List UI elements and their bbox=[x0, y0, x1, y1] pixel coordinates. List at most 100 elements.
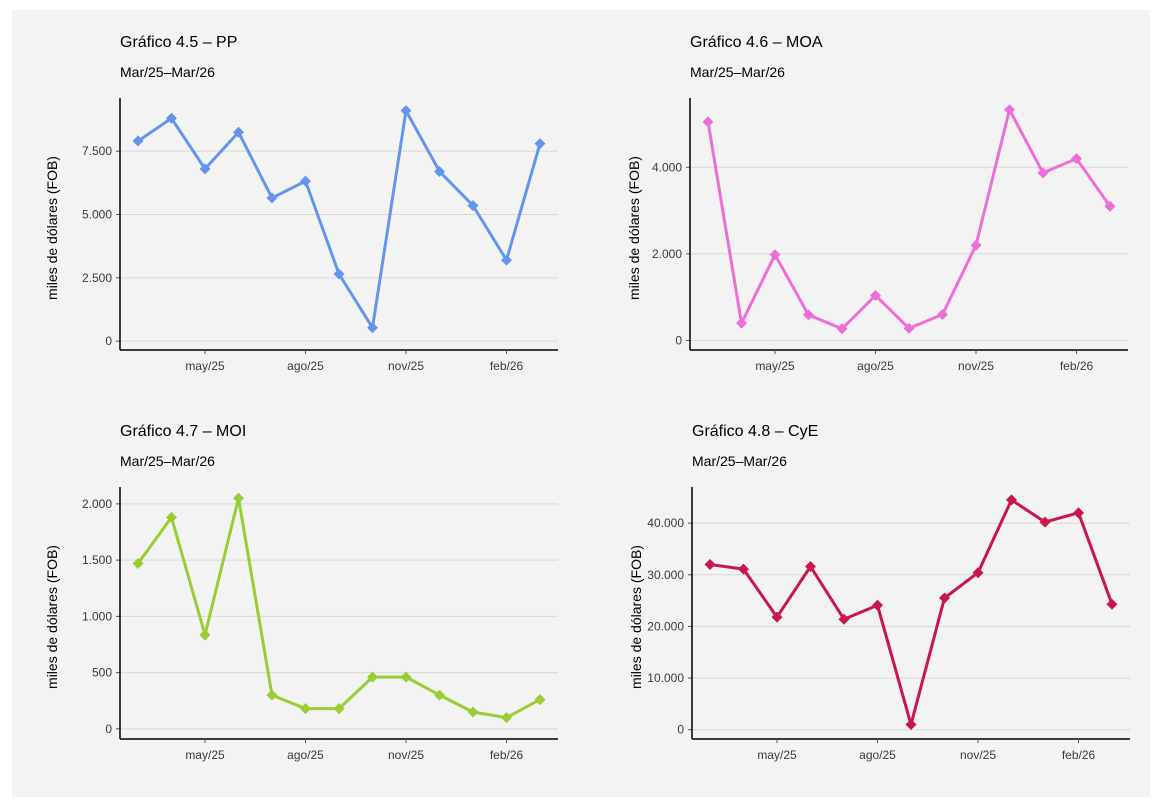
y-axis-label: miles de dólares (FOB) bbox=[44, 156, 60, 300]
series-line bbox=[137, 109, 542, 330]
data-point bbox=[132, 558, 144, 569]
x-tick-label: feb/26 bbox=[1062, 748, 1096, 762]
figure-panel: Gráfico 4.5 – PP Mar/25–Mar/26 miles de … bbox=[12, 10, 1150, 797]
data-point bbox=[937, 308, 948, 320]
data-point bbox=[367, 671, 378, 683]
x-tick-label: ago/25 bbox=[859, 748, 896, 762]
chart-title: Gráfico 4.7 – MOI bbox=[120, 423, 247, 440]
x-tick-label: ago/25 bbox=[287, 748, 324, 762]
x-tick-label: nov/25 bbox=[388, 359, 424, 373]
data-point bbox=[704, 558, 716, 570]
data-point bbox=[972, 567, 984, 579]
data-point bbox=[501, 254, 512, 266]
data-point bbox=[872, 599, 883, 611]
y-tick-label: 0 bbox=[105, 722, 112, 736]
y-tick-label: 4.000 bbox=[652, 160, 682, 174]
data-point bbox=[736, 317, 747, 329]
data-point bbox=[333, 268, 345, 280]
data-point bbox=[771, 611, 783, 623]
data-point bbox=[400, 105, 412, 117]
data-point bbox=[1073, 507, 1084, 519]
data-point bbox=[1004, 104, 1015, 116]
y-tick-label: 500 bbox=[92, 666, 112, 680]
y-axis-label: miles de dólares (FOB) bbox=[44, 545, 60, 689]
chart-cye: Gráfico 4.8 – CyE Mar/25–Mar/26 miles de… bbox=[628, 423, 1142, 773]
data-point bbox=[838, 613, 850, 625]
x-tick-label: nov/25 bbox=[958, 359, 994, 373]
data-point bbox=[1037, 167, 1049, 179]
data-point bbox=[905, 719, 917, 731]
data-point bbox=[1106, 598, 1118, 610]
x-tick-label: nov/25 bbox=[960, 748, 996, 762]
data-point bbox=[467, 200, 479, 212]
chart-svg: 0 10.000 20.000 30.000 40.000 may/25 ago/25 nov… bbox=[647, 487, 1130, 762]
data-point bbox=[434, 165, 445, 177]
y-tick-label: 0 bbox=[675, 333, 682, 347]
data-point bbox=[199, 629, 211, 641]
y-tick-label: 20.000 bbox=[647, 619, 684, 633]
data-point bbox=[501, 712, 512, 724]
data-point bbox=[903, 322, 915, 334]
chart-svg: 0 2.500 5.000 7.500 may/25 ago/25 nov/25 feb/26 bbox=[82, 98, 558, 373]
x-tick-label: ago/25 bbox=[287, 359, 324, 373]
x-tick-label: nov/25 bbox=[388, 748, 424, 762]
data-point bbox=[300, 703, 311, 715]
data-point bbox=[266, 689, 278, 701]
y-tick-label: 1.000 bbox=[82, 609, 112, 623]
chart-svg: 0 2.000 4.000 may/25 ago/25 nov/25 feb/26 bbox=[652, 98, 1128, 373]
chart-subtitle: Mar/25–Mar/26 bbox=[692, 453, 787, 469]
y-tick-label: 0 bbox=[105, 334, 112, 348]
x-tick-label: may/25 bbox=[185, 359, 225, 373]
data-point bbox=[434, 689, 445, 701]
chart-title: Gráfico 4.6 – MOA bbox=[690, 34, 823, 51]
series-line bbox=[706, 108, 1112, 331]
x-tick-label: ago/25 bbox=[857, 359, 894, 373]
data-point bbox=[166, 511, 177, 523]
data-point bbox=[738, 563, 749, 575]
x-tick-label: may/25 bbox=[755, 359, 795, 373]
data-point bbox=[199, 163, 211, 175]
y-tick-label: 1.500 bbox=[82, 553, 112, 567]
data-point bbox=[1071, 153, 1082, 165]
data-point bbox=[233, 492, 244, 504]
x-tick-label: feb/26 bbox=[1060, 359, 1094, 373]
y-tick-label: 40.000 bbox=[647, 516, 684, 530]
data-point bbox=[836, 323, 848, 335]
data-point bbox=[300, 175, 311, 187]
x-tick-label: feb/26 bbox=[490, 359, 524, 373]
y-tick-label: 2.000 bbox=[82, 497, 112, 511]
chart-subtitle: Mar/25–Mar/26 bbox=[690, 64, 785, 80]
y-tick-label: 30.000 bbox=[647, 568, 684, 582]
chart-subtitle: Mar/25–Mar/26 bbox=[120, 453, 215, 469]
data-point bbox=[805, 561, 816, 573]
data-point bbox=[970, 239, 982, 251]
chart-title: Gráfico 4.5 – PP bbox=[120, 34, 238, 51]
chart-pp: Gráfico 4.5 – PP Mar/25–Mar/26 miles de … bbox=[44, 34, 570, 384]
chart-subtitle: Mar/25–Mar/26 bbox=[120, 64, 215, 80]
data-point bbox=[132, 135, 144, 147]
data-point bbox=[1104, 200, 1116, 212]
series-line bbox=[709, 498, 1114, 726]
data-point bbox=[702, 116, 714, 128]
x-tick-label: may/25 bbox=[757, 748, 797, 762]
y-tick-label: 7.500 bbox=[82, 144, 112, 158]
data-point bbox=[803, 309, 814, 321]
data-point bbox=[166, 112, 177, 124]
y-axis-label: miles de dólares (FOB) bbox=[626, 156, 642, 300]
y-tick-label: 5.000 bbox=[82, 208, 112, 222]
data-point bbox=[1006, 494, 1017, 506]
data-point bbox=[467, 706, 479, 718]
data-point bbox=[367, 322, 378, 334]
series-line bbox=[136, 496, 541, 720]
y-tick-label: 2.500 bbox=[82, 271, 112, 285]
x-tick-label: may/25 bbox=[185, 748, 225, 762]
data-point bbox=[870, 289, 881, 301]
y-axis-label: miles de dólares (FOB) bbox=[628, 545, 644, 689]
y-tick-label: 10.000 bbox=[647, 671, 684, 685]
data-point bbox=[400, 671, 412, 683]
data-point bbox=[769, 249, 781, 261]
y-tick-label: 0 bbox=[677, 723, 684, 737]
chart-svg: 0 500 1.000 1.500 2.000 may/25 ago/25 nov/25 feb… bbox=[82, 487, 558, 762]
chart-moi: Gráfico 4.7 – MOI Mar/25–Mar/26 miles de… bbox=[44, 423, 570, 773]
chart-title: Gráfico 4.8 – CyE bbox=[692, 423, 819, 440]
